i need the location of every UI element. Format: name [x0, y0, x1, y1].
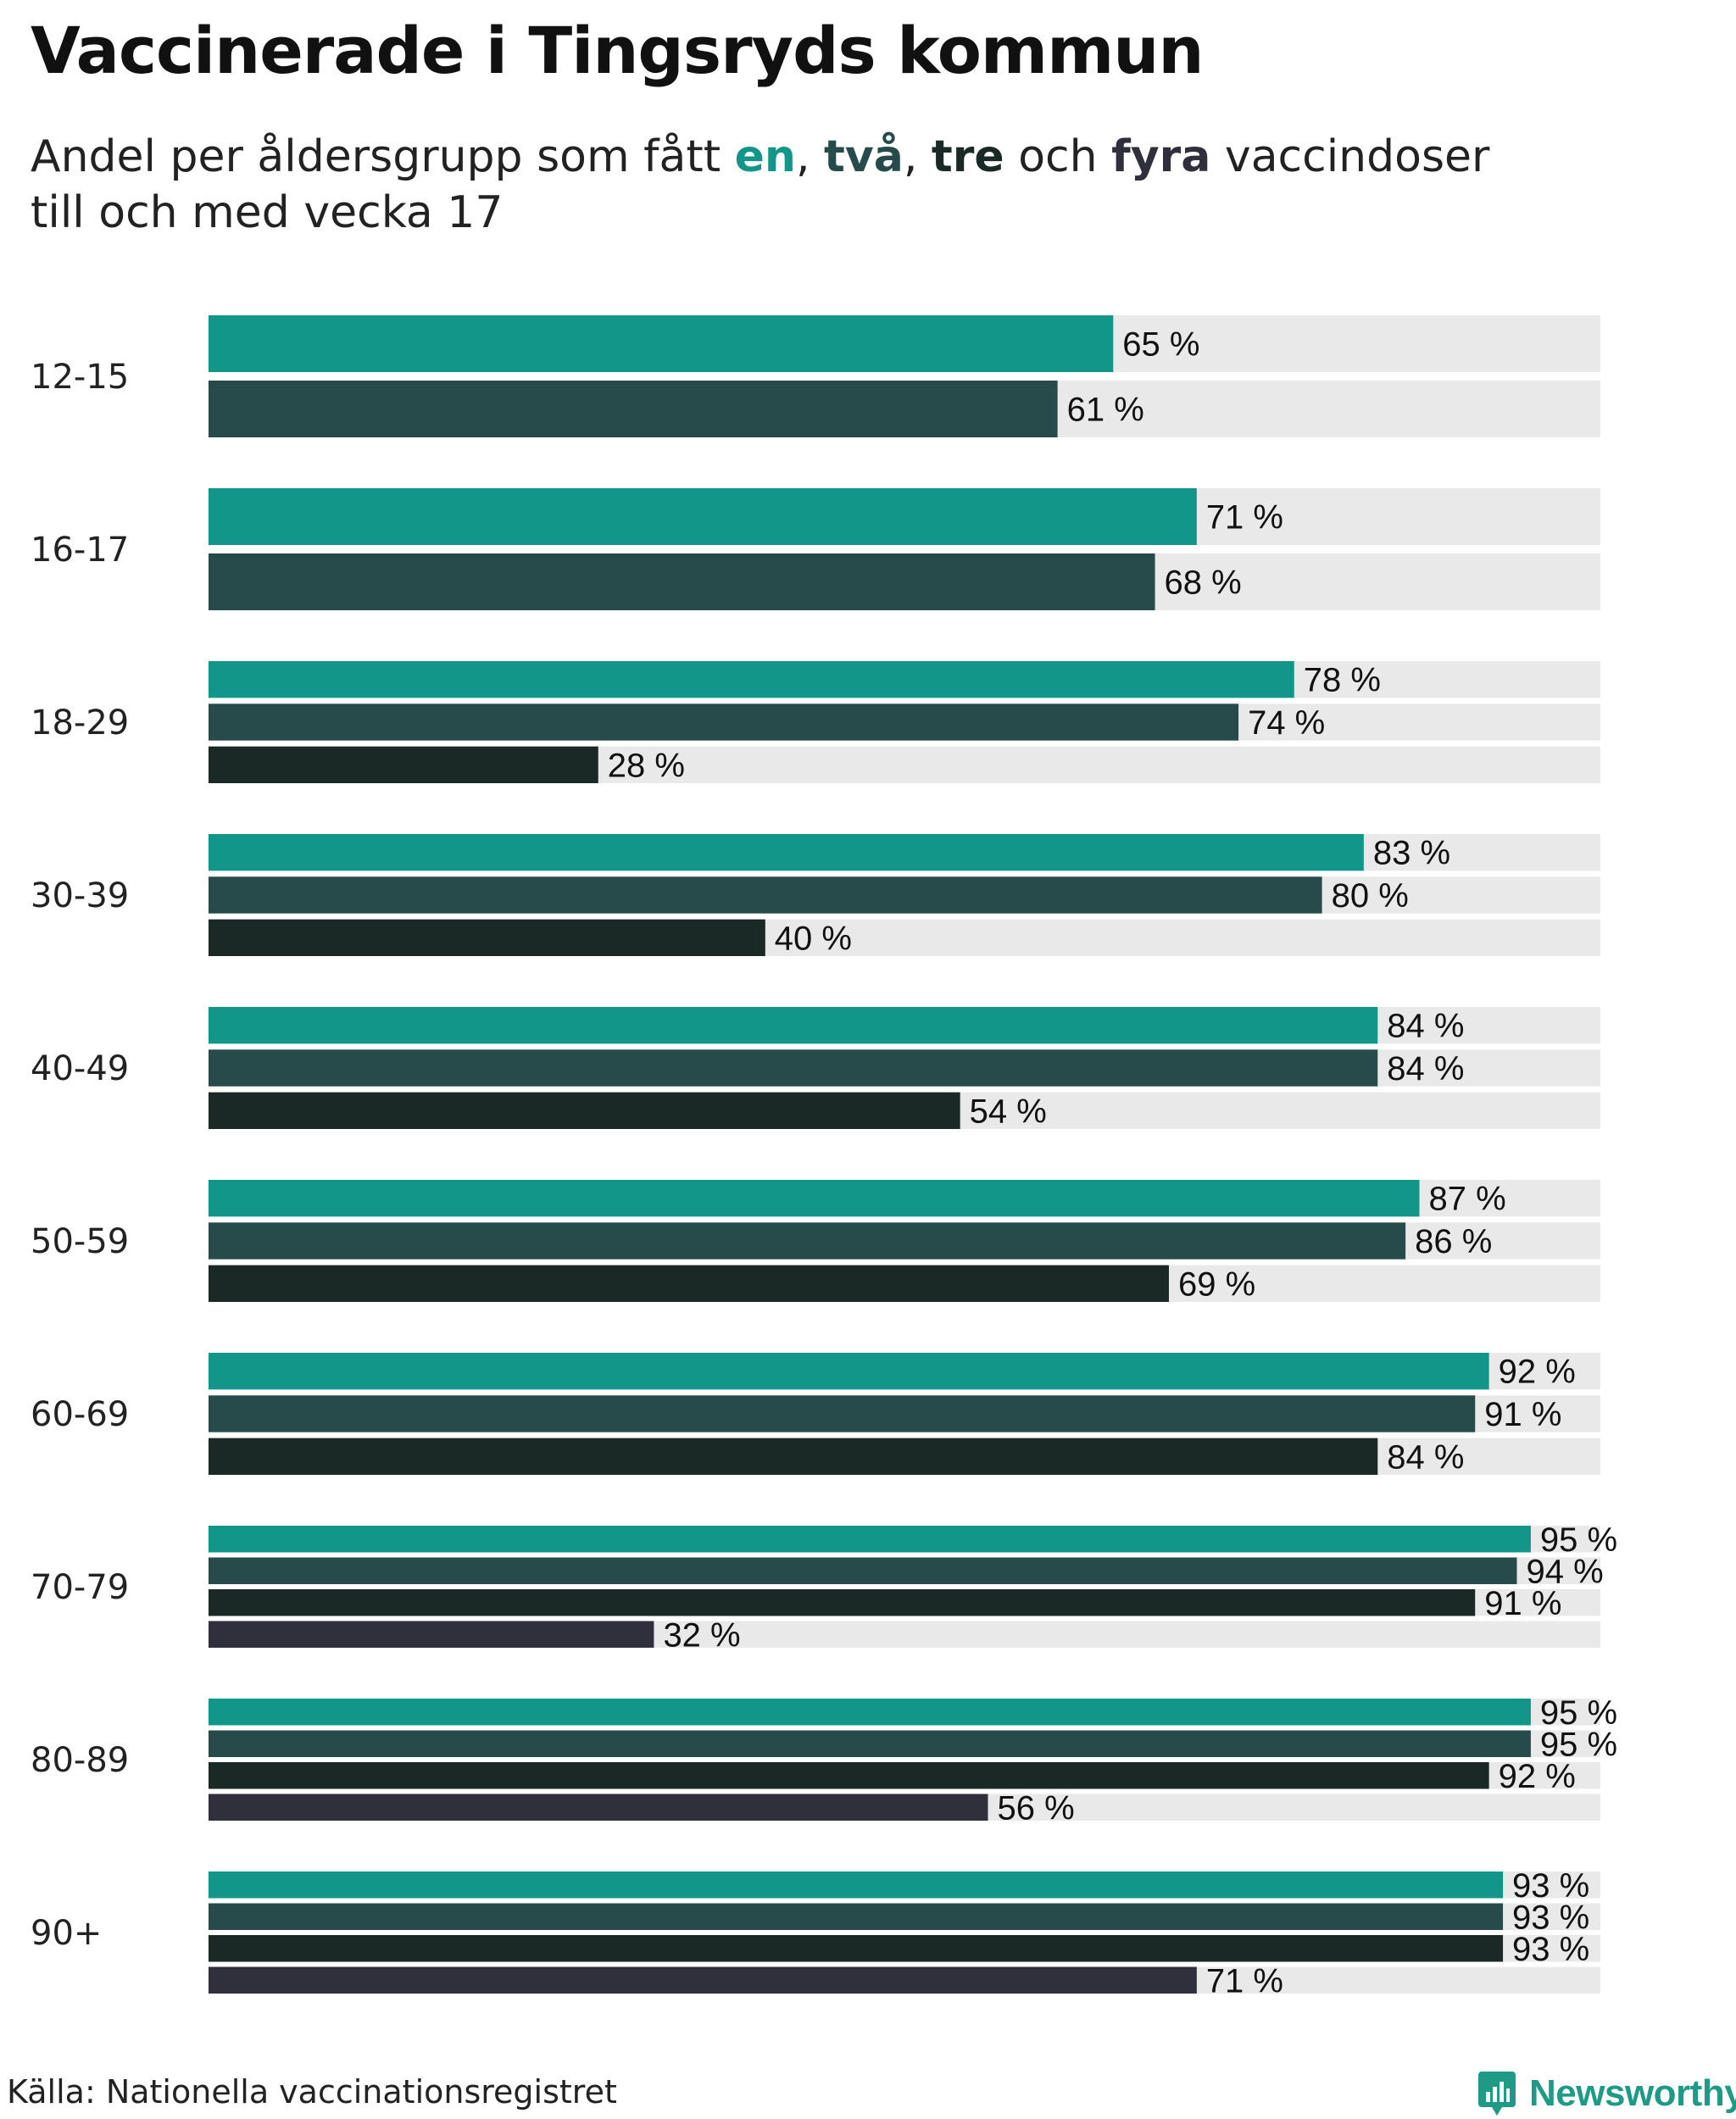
bar-dose-three	[209, 1589, 1476, 1616]
bar-value-label: 95 %	[1540, 1694, 1617, 1732]
subtitle-dose-four: fyra	[1111, 131, 1211, 182]
age-group-60-69: 60-69 92 % 91 % 84 %	[31, 1353, 1600, 1476]
bar-value-label: 80 %	[1332, 877, 1409, 915]
age-group-label: 40-49	[31, 1049, 129, 1088]
bar-dose-one	[209, 488, 1197, 545]
bar-dose-two	[209, 1222, 1406, 1260]
bar-value-label: 74 %	[1248, 704, 1325, 742]
bar-value-label: 65 %	[1122, 326, 1199, 364]
subtitle-text: vaccindoser	[1210, 131, 1490, 182]
subtitle-period: till och med vecka 17	[31, 187, 504, 238]
bar-dose-two	[209, 1730, 1531, 1757]
bar-dose-three	[209, 746, 598, 783]
newsworthy-logo-icon	[1478, 2072, 1516, 2116]
bar-value-label: 95 %	[1540, 1521, 1617, 1559]
bar-dose-three	[209, 1762, 1489, 1789]
bar-dose-two	[209, 1557, 1517, 1584]
subtitle-separator: och	[1004, 131, 1112, 182]
logo-wordmark: Newsworthy	[1529, 2072, 1736, 2114]
age-group-label: 18-29	[31, 704, 129, 742]
age-group-40-49: 40-49 84 % 84 % 54 %	[31, 1007, 1600, 1130]
chart-subtitle: Andel per åldersgrupp som fått en, två, …	[31, 129, 1641, 241]
age-group-label: 50-59	[31, 1222, 129, 1261]
bar-dose-two	[209, 1395, 1476, 1432]
bar-dose-two	[209, 553, 1155, 610]
bar-value-label: 61 %	[1067, 392, 1144, 429]
bar-dose-one	[209, 1007, 1378, 1044]
age-group-label: 12-15	[31, 358, 129, 397]
bar-value-label: 32 %	[663, 1616, 740, 1654]
subtitle-text: Andel per åldersgrupp som fått	[31, 131, 735, 182]
bar-value-label: 86 %	[1415, 1223, 1492, 1260]
bar-value-label: 93 %	[1512, 1899, 1589, 1936]
bar-value-label: 93 %	[1512, 1931, 1589, 1968]
bar-dose-one	[209, 1353, 1489, 1390]
bar-value-label: 68 %	[1165, 565, 1242, 602]
bar-dose-three	[209, 1265, 1169, 1302]
subtitle-dose-two: två	[824, 131, 904, 182]
bar-dose-two	[209, 704, 1239, 741]
bar-dose-one	[209, 661, 1294, 698]
bar-value-label: 92 %	[1499, 1354, 1576, 1391]
bar-value-label: 69 %	[1178, 1265, 1255, 1303]
bar-value-label: 28 %	[608, 747, 685, 784]
bar-value-label: 78 %	[1304, 662, 1381, 699]
chart-title: Vaccinerade i Tingsryds kommun	[31, 13, 1204, 88]
bar-dose-three	[209, 1438, 1378, 1475]
age-group-50-59: 50-59 87 % 86 % 69 %	[31, 1180, 1600, 1303]
bar-value-label: 71 %	[1206, 1962, 1283, 1999]
bar-dose-three	[209, 1935, 1504, 1962]
bar-value-label: 71 %	[1206, 499, 1283, 537]
bar-dose-one	[209, 834, 1364, 871]
bar-value-label: 94 %	[1526, 1553, 1603, 1590]
bar-dose-two	[209, 1903, 1504, 1930]
age-group-label: 70-79	[31, 1568, 129, 1607]
bar-dose-four	[209, 1794, 988, 1821]
bar-dose-one	[209, 315, 1114, 372]
age-group-label: 16-17	[31, 531, 129, 570]
bar-value-label: 84 %	[1387, 1050, 1464, 1087]
bar-value-label: 87 %	[1429, 1181, 1506, 1218]
bar-dose-four	[209, 1966, 1197, 1994]
age-group-30-39: 30-39 83 % 80 % 40 %	[31, 834, 1600, 957]
bar-dose-one	[209, 1699, 1531, 1726]
age-group-12-15: 12-15 65 % 61 %	[31, 315, 1600, 437]
bar-dose-four	[209, 1621, 654, 1648]
bar-dose-three	[209, 1092, 960, 1129]
source-note: Källa: Nationella vaccinationsregistret	[7, 2073, 617, 2111]
bar-value-label: 83 %	[1373, 835, 1450, 872]
bar-dose-two	[209, 876, 1322, 914]
subtitle-separator: ,	[795, 131, 825, 182]
bar-chart: 12-15 65 % 61 % 16-17 71 % 68 % 18-29 78 % 74 % 2…	[31, 315, 1617, 1999]
bar-value-label: 40 %	[775, 920, 852, 957]
bar-value-label: 91 %	[1484, 1396, 1561, 1433]
bar-value-label: 95 %	[1540, 1726, 1617, 1763]
age-group-label: 60-69	[31, 1395, 129, 1434]
age-group-label: 80-89	[31, 1741, 129, 1780]
bar-value-label: 92 %	[1499, 1758, 1576, 1795]
bar-dose-two	[209, 1049, 1378, 1087]
bar-value-label: 56 %	[998, 1789, 1075, 1827]
age-group-label: 30-39	[31, 876, 129, 915]
subtitle-separator: ,	[903, 131, 932, 182]
bar-value-label: 84 %	[1387, 1008, 1464, 1045]
age-group-label: 90+	[31, 1914, 102, 1953]
bar-dose-one	[209, 1872, 1504, 1899]
bar-value-label: 54 %	[970, 1093, 1047, 1130]
bar-value-label: 93 %	[1512, 1867, 1589, 1905]
bar-dose-two	[209, 381, 1058, 437]
age-group-18-29: 18-29 78 % 74 % 28 %	[31, 661, 1600, 784]
age-group-70-79: 70-79 95 %94 %91 % 32 %	[31, 1521, 1617, 1655]
bar-dose-one	[209, 1526, 1531, 1553]
bar-dose-three	[209, 919, 765, 956]
bar-value-label: 84 %	[1387, 1438, 1464, 1476]
newsworthy-logo: Newsworthy	[1478, 2070, 1736, 2117]
bar-value-label: 91 %	[1484, 1585, 1561, 1622]
bar-dose-one	[209, 1180, 1420, 1217]
subtitle-dose-one: en	[734, 131, 796, 182]
subtitle-dose-three: tre	[931, 131, 1004, 182]
age-group-16-17: 16-17 71 % 68 %	[31, 488, 1600, 610]
age-group-90+: 90+93 %93 %93 %71 %	[31, 1867, 1600, 1999]
